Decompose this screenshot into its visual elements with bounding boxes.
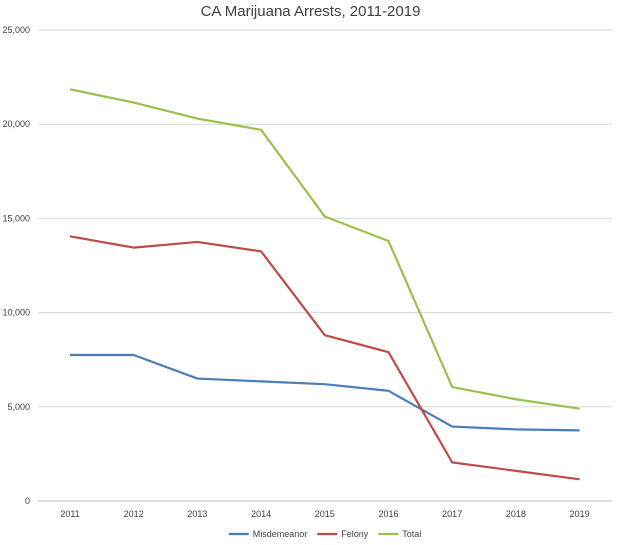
y-tick-label: 15,000 (2, 213, 30, 223)
chart-title: CA Marijuana Arrests, 2011-2019 (200, 3, 421, 20)
x-tick-label: 2017 (442, 509, 462, 519)
legend-label-total: Total (402, 529, 421, 539)
y-tick-label: 10,000 (2, 308, 30, 318)
x-tick-label: 2012 (124, 509, 144, 519)
x-tick-label: 2015 (315, 509, 335, 519)
x-tick-label: 2019 (570, 509, 590, 519)
legend-label-felony: Felony (341, 529, 369, 539)
y-tick-label: 0 (25, 496, 30, 506)
series-line-total (69, 88, 580, 410)
y-tick-label: 5,000 (7, 402, 30, 412)
x-tick-label: 2016 (378, 509, 398, 519)
y-tick-label: 20,000 (2, 119, 30, 129)
x-tick-label: 2013 (187, 509, 207, 519)
x-tick-label: 2018 (506, 509, 526, 519)
series-line-misdemeanor (70, 353, 580, 432)
x-tick-label: 2011 (60, 509, 79, 519)
y-tick-label: 25,000 (2, 25, 30, 35)
x-tick-label: 2014 (251, 509, 271, 519)
series-line-felony (69, 235, 580, 481)
legend-label-misdemeanor: Misdemeanor (253, 529, 308, 539)
